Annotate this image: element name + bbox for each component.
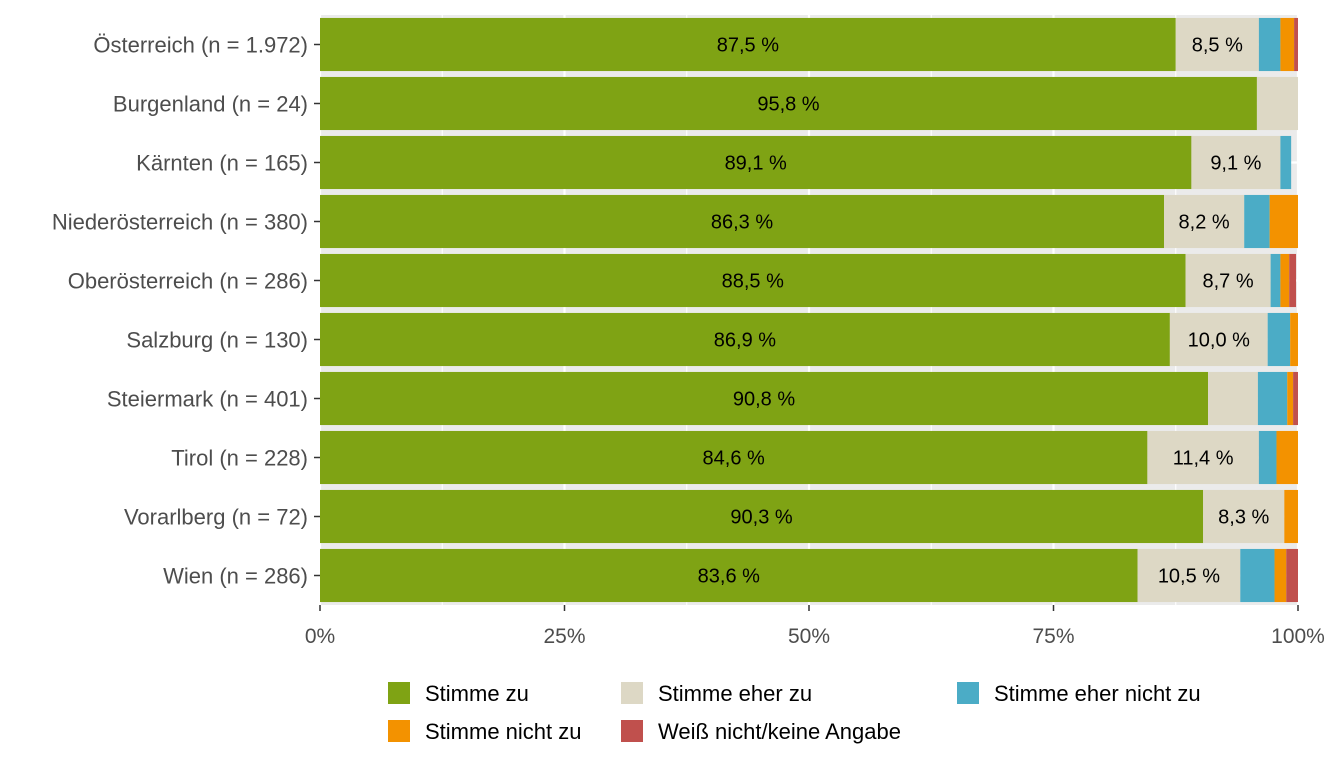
bar-segment [1191, 135, 1281, 190]
bar-segment [1147, 430, 1259, 485]
data-label: 87,5 % [717, 35, 779, 57]
bar-segment [1294, 17, 1298, 72]
bar-segment [1203, 489, 1285, 544]
data-label: 89,1 % [725, 153, 787, 175]
bar-segment [320, 135, 1192, 190]
bar-segment [1137, 548, 1241, 603]
y-tick-label: Oberösterreich (n = 286) [68, 269, 308, 294]
x-tick-label: 100% [1271, 625, 1325, 648]
y-tick-label: Wien (n = 286) [163, 564, 308, 589]
bar-segment [1175, 17, 1259, 72]
data-label: 8,7 % [1202, 271, 1253, 293]
y-tick-label: Niederösterreich (n = 380) [52, 210, 308, 235]
data-label: 90,3 % [730, 507, 792, 529]
legend-label: Stimme eher zu [658, 681, 812, 706]
legend-label: Stimme zu [425, 681, 529, 706]
bar-segment [320, 194, 1165, 249]
value-labels: 87,5 % 8,5 % 95,8 % 89,1 % 9,1 % 86,3 % 8,2 % 8… [698, 35, 1270, 588]
bar-segment [320, 489, 1204, 544]
data-label: 90,8 % [733, 389, 795, 411]
bar-segment [1256, 76, 1298, 131]
bar-segment [320, 312, 1170, 367]
legend-key [388, 720, 410, 742]
x-tick-label: 50% [788, 625, 830, 648]
data-label: 10,5 % [1158, 566, 1220, 588]
data-label: 11,4 % [1173, 448, 1234, 470]
bar-segment [320, 548, 1138, 603]
bar-segment [1274, 548, 1287, 603]
bar-segment [1185, 253, 1271, 308]
bar-segment [1208, 371, 1258, 426]
bar-segment [1257, 371, 1288, 426]
bar-segment [1280, 17, 1295, 72]
bar-segment [1286, 548, 1298, 603]
legend-label: Stimme eher nicht zu [994, 681, 1201, 706]
x-axis: 0% 25% 50% 75% 100% [305, 605, 1325, 648]
bar-segment [1267, 312, 1291, 367]
legend-label: Weiß nicht/keine Angabe [658, 719, 901, 744]
bar-segment [1270, 253, 1281, 308]
data-label: 84,6 % [703, 448, 765, 470]
data-label: 86,3 % [711, 212, 773, 234]
bar-segment [320, 76, 1257, 131]
bar-segment [1240, 548, 1275, 603]
x-tick-label: 75% [1032, 625, 1074, 648]
bar-segment [1290, 312, 1298, 367]
bar-segment [1280, 253, 1290, 308]
legend: Stimme zu Stimme eher zu Stimme eher nicht… [388, 681, 1201, 744]
bar-segment [1258, 430, 1277, 485]
data-label: 8,2 % [1179, 212, 1230, 234]
bar-segment [320, 17, 1176, 72]
y-tick-label: Salzburg (n = 130) [126, 328, 308, 353]
y-tick-label: Kärnten (n = 165) [136, 151, 308, 176]
y-tick-label: Österreich (n = 1.972) [93, 33, 308, 58]
x-tick-label: 25% [543, 625, 585, 648]
y-tick-label: Burgenland (n = 24) [113, 92, 308, 117]
bar-segment [320, 371, 1209, 426]
legend-label: Stimme nicht zu [425, 719, 582, 744]
data-label: 88,5 % [722, 271, 784, 293]
data-label: 10,0 % [1188, 330, 1250, 352]
bar-segment [1269, 194, 1298, 249]
y-tick-label: Steiermark (n = 401) [107, 387, 308, 412]
data-label: 86,9 % [714, 330, 776, 352]
y-tick-label: Vorarlberg (n = 72) [124, 505, 308, 530]
bar-segment [1280, 135, 1292, 190]
bars-layer [320, 17, 1298, 603]
bar-segment [320, 253, 1186, 308]
legend-key [621, 720, 643, 742]
data-label: 9,1 % [1210, 153, 1261, 175]
bar-segment [1276, 430, 1298, 485]
bar-segment [320, 430, 1148, 485]
bar-segment [1287, 371, 1294, 426]
legend-key [621, 682, 643, 704]
bar-segment [1244, 194, 1270, 249]
data-label: 83,6 % [698, 566, 760, 588]
bar-segment [1169, 312, 1268, 367]
bar-segment [1164, 194, 1245, 249]
data-label: 8,3 % [1218, 507, 1269, 529]
y-tick-label: Tirol (n = 228) [171, 446, 308, 471]
x-tick-label: 0% [305, 625, 335, 648]
legend-key [957, 682, 979, 704]
bar-segment [1293, 371, 1298, 426]
data-label: 8,5 % [1192, 35, 1243, 57]
category-axis: Österreich (n = 1.972) Burgenland (n = 24… [52, 33, 320, 589]
bar-segment [1289, 253, 1297, 308]
bar-segment [1258, 17, 1281, 72]
bar-segment [1284, 489, 1298, 544]
data-label: 95,8 % [757, 94, 819, 116]
legend-key [388, 682, 410, 704]
